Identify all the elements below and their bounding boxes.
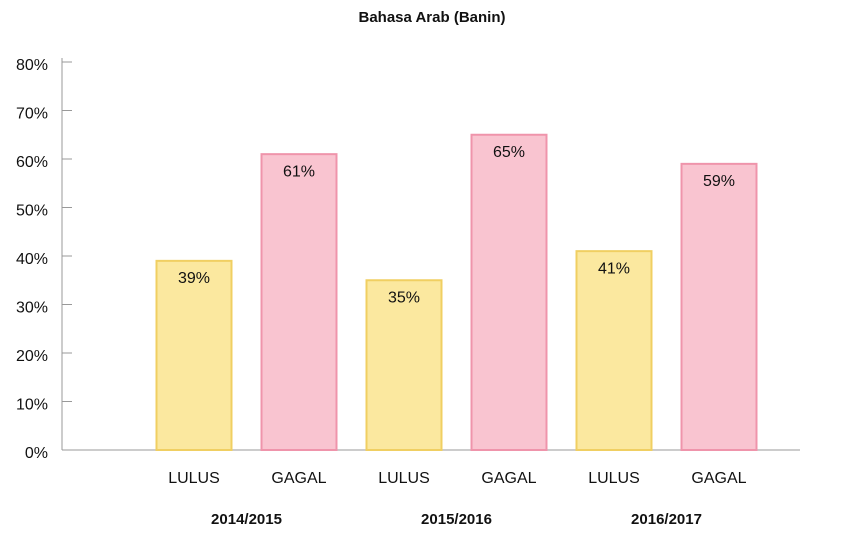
value-label: 59% — [703, 173, 735, 190]
y-tick-label: 10% — [16, 397, 48, 414]
y-tick-label: 80% — [16, 57, 48, 74]
y-tick-label: 40% — [16, 251, 48, 268]
y-tick-label: 70% — [16, 106, 48, 123]
value-label: 39% — [178, 270, 210, 287]
value-label: 41% — [598, 260, 630, 277]
x-tick-label: LULUS — [168, 470, 220, 487]
bar — [365, 279, 443, 451]
value-label: 35% — [388, 289, 420, 306]
x-tick-label: LULUS — [588, 470, 640, 487]
group-label: 2016/2017 — [631, 511, 702, 528]
y-tick-label: 50% — [16, 203, 48, 220]
group-label: 2015/2016 — [421, 511, 492, 528]
x-tick-label: GAGAL — [691, 470, 746, 487]
x-tick-label: LULUS — [378, 470, 430, 487]
bar — [260, 153, 338, 451]
group-label: 2014/2015 — [211, 511, 282, 528]
x-tick-label: GAGAL — [481, 470, 536, 487]
x-tick-label: GAGAL — [271, 470, 326, 487]
bar — [470, 133, 548, 451]
y-tick-label: 60% — [16, 154, 48, 171]
y-tick-label: 0% — [25, 445, 48, 462]
bar — [155, 259, 233, 451]
value-label: 61% — [283, 163, 315, 180]
bar — [575, 250, 653, 451]
chart-title: Bahasa Arab (Banin) — [359, 9, 506, 26]
value-label: 65% — [493, 144, 525, 161]
y-tick-label: 30% — [16, 300, 48, 317]
y-tick-label: 20% — [16, 348, 48, 365]
bar — [680, 162, 758, 451]
